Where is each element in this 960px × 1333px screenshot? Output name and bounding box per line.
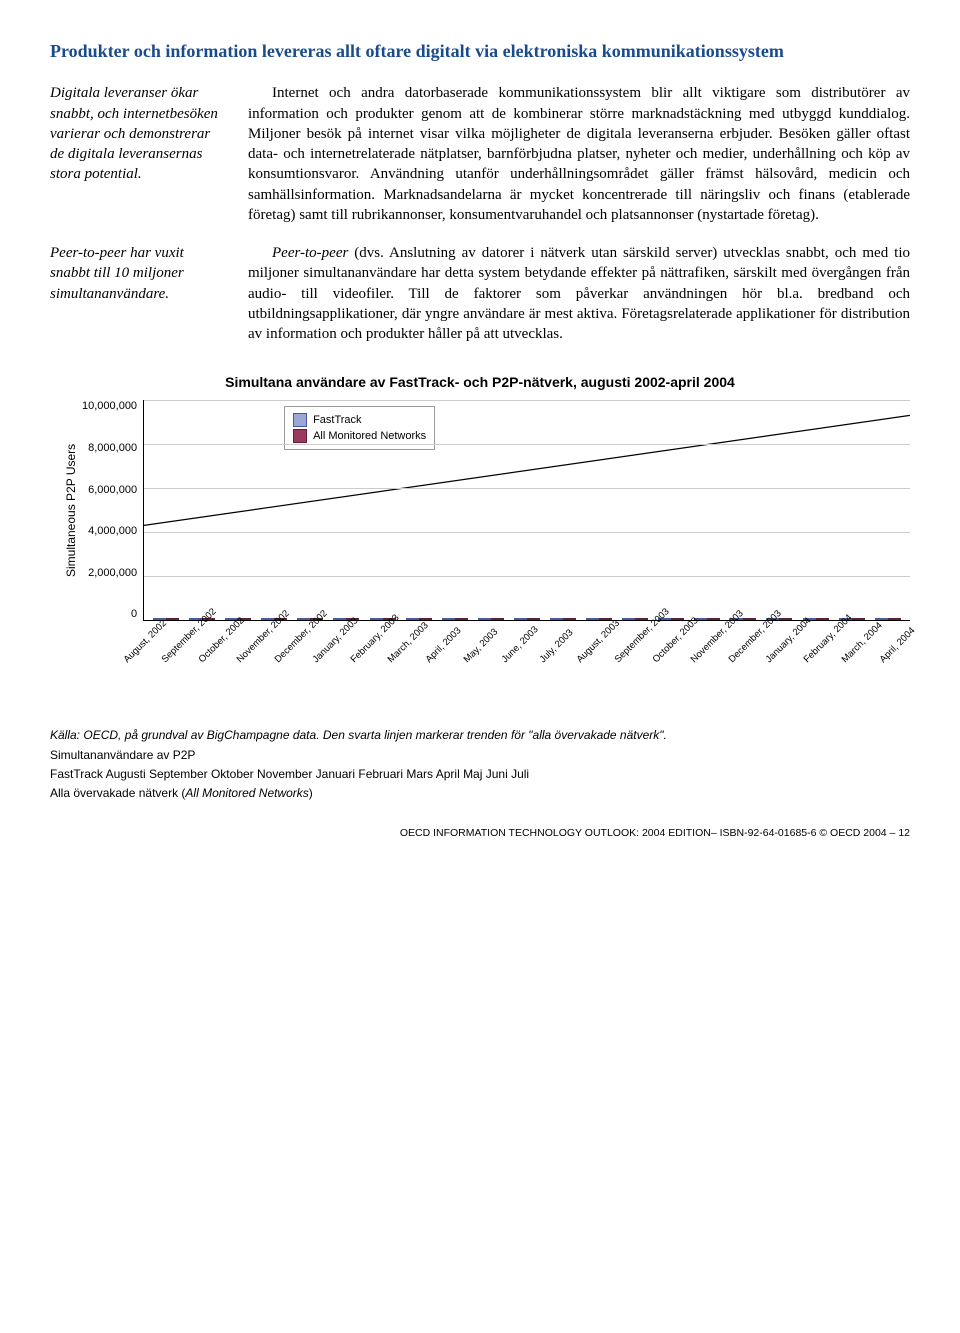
- xlabel: March, 2004: [840, 639, 866, 665]
- section-title: Produkter och information levereras allt…: [50, 40, 910, 63]
- body-para-2-lead: Peer-to-peer: [272, 245, 348, 261]
- bar-group: [550, 618, 576, 620]
- bar-all-networks: [671, 618, 684, 620]
- xlabel: February, 2003: [348, 639, 374, 665]
- legend-swatch: [293, 429, 307, 443]
- bar-all-networks: [491, 618, 504, 620]
- sidebar-note-1: Digitala leveranser ökar snabbt, och int…: [50, 83, 220, 225]
- bar-fasttrack: [333, 618, 346, 620]
- bar-fasttrack: [586, 618, 599, 620]
- chart-yaxis: 10,000,000 8,000,000 6,000,000 4,000,000 2,0…: [82, 400, 143, 620]
- legend-item: FastTrack: [293, 413, 426, 427]
- bar-group: [442, 618, 468, 620]
- chart-ylabel: Simultaneous P2P Users: [60, 400, 82, 621]
- bar-all-networks: [888, 618, 901, 620]
- xlabel: November, 2002: [235, 639, 261, 665]
- bar-group: [478, 618, 504, 620]
- bar-fasttrack: [478, 618, 491, 620]
- bar-all-networks: [816, 618, 829, 620]
- bar-all-networks: [166, 618, 179, 620]
- xlabel: August, 2003: [575, 639, 601, 665]
- bar-fasttrack: [406, 618, 419, 620]
- chart-xlabels: August, 2002September, 2002October, 2002…: [116, 625, 910, 636]
- ytick: 0: [131, 608, 137, 620]
- bar-all-networks: [419, 618, 432, 620]
- bar-all-networks: [743, 618, 756, 620]
- xlabel: January, 2004: [764, 639, 790, 665]
- footer-line-2: Simultananvändare av P2P: [50, 746, 910, 765]
- xlabel: October, 2002: [197, 639, 223, 665]
- bar-group: [586, 618, 612, 620]
- bar-all-networks: [707, 618, 720, 620]
- legend-swatch: [293, 413, 307, 427]
- body-para-2-rest: (dvs. Anslutning av datorer i nätverk ut…: [248, 245, 910, 342]
- paragraph-block-1: Digitala leveranser ökar snabbt, och int…: [50, 83, 910, 225]
- ytick: 2,000,000: [88, 567, 137, 579]
- chart: Simultaneous P2P Users 10,000,000 8,000,0…: [50, 400, 910, 636]
- bar-group: [514, 618, 540, 620]
- ytick: 4,000,000: [88, 525, 137, 537]
- bar-fasttrack: [514, 618, 527, 620]
- bar-fasttrack: [622, 618, 635, 620]
- bar-all-networks: [563, 618, 576, 620]
- bar-all-networks: [455, 618, 468, 620]
- sidebar-note-2: Peer-to-peer har vuxit snabbt till 10 mi…: [50, 243, 220, 344]
- bar-all-networks: [635, 618, 648, 620]
- bar-fasttrack: [370, 618, 383, 620]
- bar-fasttrack: [550, 618, 563, 620]
- bar-group: [622, 618, 648, 620]
- xlabel: April, 2004: [877, 639, 903, 665]
- footer-block: Källa: OECD, på grundval av BigChampagne…: [50, 726, 910, 803]
- xlabel: April, 2003: [424, 639, 450, 665]
- xlabel: August, 2002: [122, 639, 148, 665]
- xlabel: September, 2002: [159, 639, 185, 665]
- xlabel: December, 2003: [726, 639, 752, 665]
- page-footer: OECD INFORMATION TECHNOLOGY OUTLOOK: 200…: [50, 827, 910, 839]
- xlabel: March, 2003: [386, 639, 412, 665]
- xlabel: July, 2003: [537, 639, 563, 665]
- bar-all-networks: [527, 618, 540, 620]
- bar-fasttrack: [442, 618, 455, 620]
- xlabel: January, 2003: [310, 639, 336, 665]
- ytick: 10,000,000: [82, 400, 137, 412]
- body-para-1: Internet och andra datorbaserade kommuni…: [248, 83, 910, 225]
- ytick: 6,000,000: [88, 484, 137, 496]
- body-para-2: Peer-to-peer (dvs. Anslutning av datorer…: [248, 243, 910, 344]
- chart-bars: [144, 400, 910, 620]
- legend-label: FastTrack: [313, 414, 362, 426]
- footer-line-3: FastTrack Augusti September Oktober Nove…: [50, 765, 910, 784]
- footer-line-4: Alla övervakade nätverk (All Monitored N…: [50, 784, 910, 803]
- legend-item: All Monitored Networks: [293, 429, 426, 443]
- paragraph-block-2: Peer-to-peer har vuxit snabbt till 10 mi…: [50, 243, 910, 344]
- xlabel: October, 2003: [651, 639, 677, 665]
- xlabel: June, 2003: [499, 639, 525, 665]
- bar-group: [875, 618, 901, 620]
- legend-label: All Monitored Networks: [313, 430, 426, 442]
- ytick: 8,000,000: [88, 442, 137, 454]
- xlabel: May, 2003: [462, 639, 488, 665]
- xlabel: September, 2003: [613, 639, 639, 665]
- footer-source: Källa: OECD, på grundval av BigChampagne…: [50, 726, 910, 745]
- chart-title: Simultana användare av FastTrack- och P2…: [50, 374, 910, 390]
- xlabel: December, 2002: [273, 639, 299, 665]
- bar-group: [406, 618, 432, 620]
- bar-all-networks: [779, 618, 792, 620]
- xlabel: November, 2003: [688, 639, 714, 665]
- chart-plot: FastTrack All Monitored Networks: [143, 400, 910, 621]
- xlabel: February, 2004: [802, 639, 828, 665]
